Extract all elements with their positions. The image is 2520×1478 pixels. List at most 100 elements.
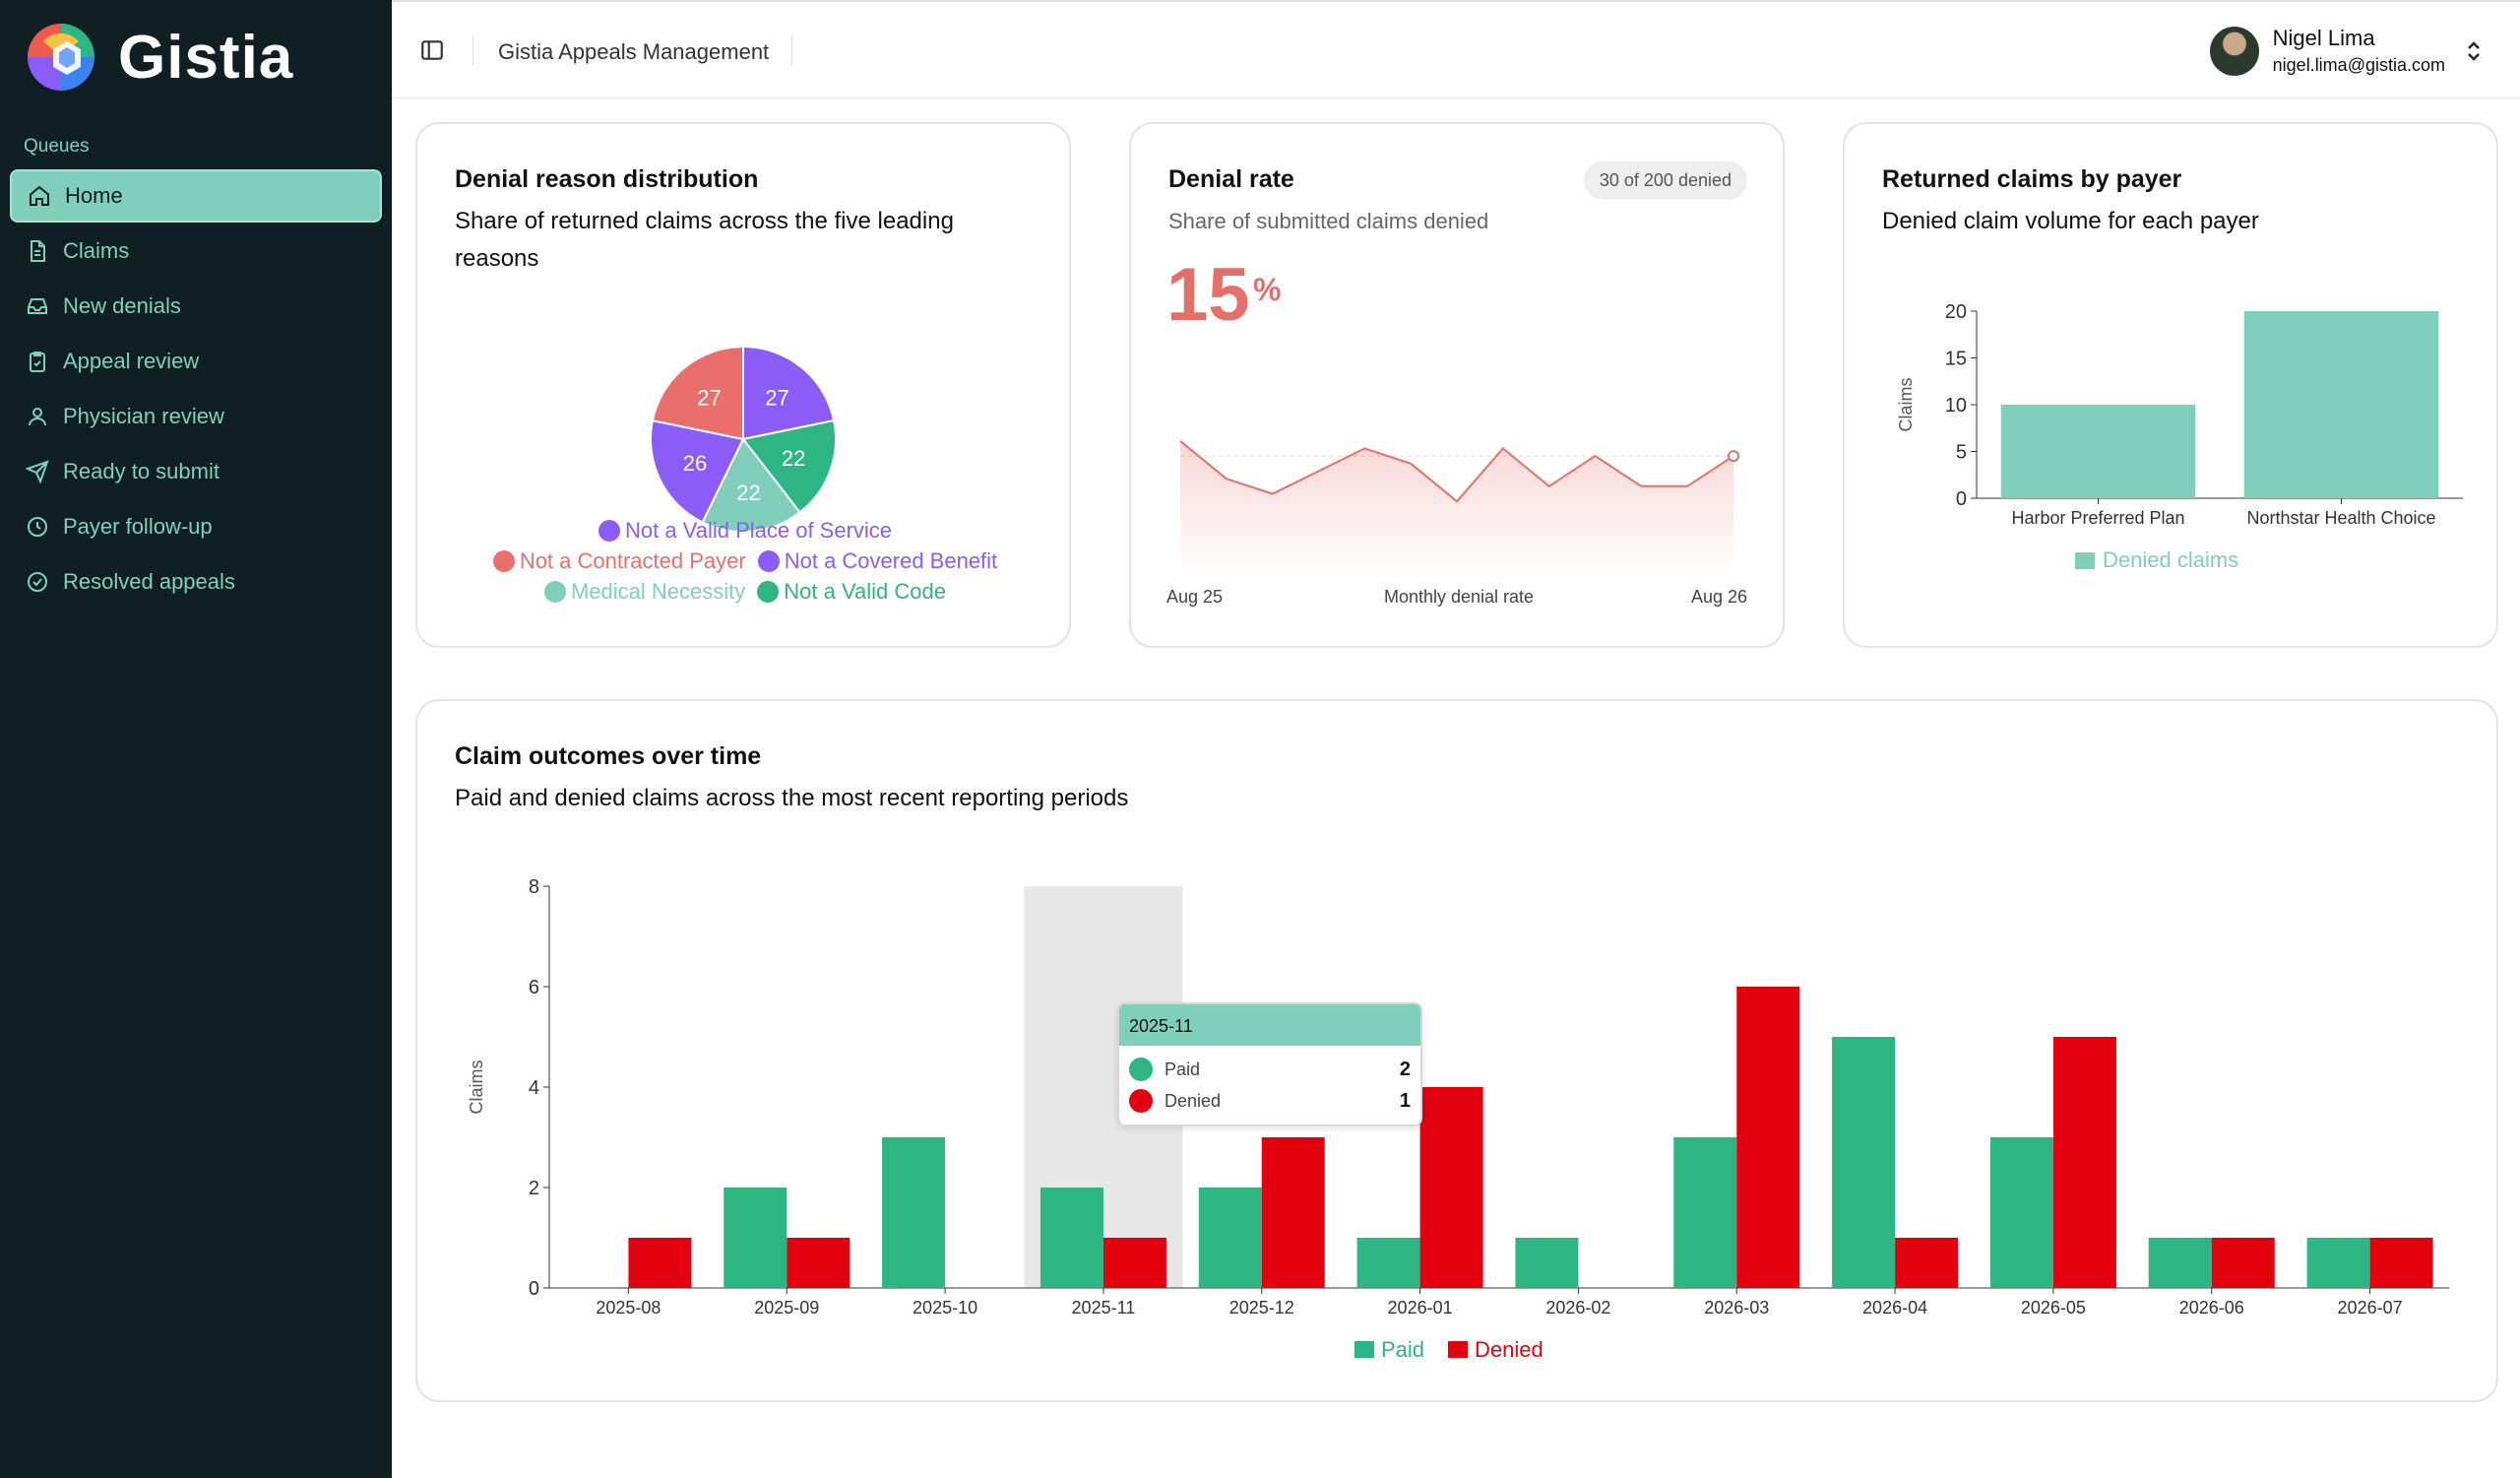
- pie-slice-label: 27: [765, 386, 788, 411]
- card-subtitle: Denied claim volume for each payer: [1882, 208, 2259, 234]
- x-tick-label: 2026-02: [1545, 1298, 1610, 1317]
- card-subtitle: Share of submitted claims denied: [1168, 209, 1489, 233]
- pie-slice: [701, 437, 801, 533]
- check-circle-icon: [28, 572, 47, 592]
- legend-row: Not a Valid Place of Service: [417, 518, 1073, 547]
- legend-label: Denied: [1475, 1337, 1544, 1362]
- top-header: Gistia Appeals Management Nigel Lima nig…: [392, 0, 2520, 98]
- bar-denied: [1261, 1137, 1325, 1288]
- brand-logo[interactable]: Gistia: [24, 18, 293, 96]
- avatar: [2209, 26, 2259, 76]
- user-menu[interactable]: Nigel Lima nigel.lima@gistia.com: [2209, 26, 2485, 76]
- sidebar-item-payer-follow-up[interactable]: Payer follow-up: [10, 500, 382, 553]
- pie-slice-label: 22: [782, 446, 805, 471]
- sidebar-item-appeal-review[interactable]: Appeal review: [10, 335, 382, 388]
- document-icon: [31, 240, 45, 262]
- sparkline-line: [1179, 440, 1734, 503]
- x-tick-label: 2026-04: [1862, 1298, 1927, 1317]
- bar-paid: [1198, 1188, 1262, 1288]
- y-tick-label: 10: [1945, 395, 1967, 417]
- sidebar-item-label: Claims: [63, 238, 130, 263]
- denied-dot-icon: [1129, 1089, 1153, 1113]
- legend-label: Not a Valid Place of Service: [624, 518, 893, 543]
- legend-swatch: [757, 581, 780, 603]
- pie-slice: [650, 418, 745, 524]
- brand-name: Gistia: [118, 23, 294, 92]
- denial-rate-unit: %: [1253, 272, 1282, 307]
- bar-paid: [2148, 1238, 2212, 1288]
- bar-paid: [1673, 1137, 1737, 1288]
- card-title: Denial reason distribution: [455, 165, 759, 193]
- claim-outcomes-card: Claim outcomes over time Paid and denied…: [415, 699, 2498, 1402]
- denial-rate-sparkline: [1179, 440, 1739, 577]
- queues-section-label: Queues: [24, 136, 90, 157]
- legend-item[interactable]: Not a Valid Place of Service: [598, 518, 892, 544]
- x-tick-label: Northstar Health Choice: [2246, 508, 2435, 528]
- sidebar-item-label: Ready to submit: [63, 459, 220, 483]
- bar-paid: [1040, 1188, 1103, 1288]
- legend-swatch: [757, 550, 780, 572]
- user-name: Nigel Lima: [2272, 26, 2375, 50]
- legend-item[interactable]: Medical Necessity: [544, 579, 745, 605]
- sidebar-item-ready-to-submit[interactable]: Ready to submit: [10, 445, 382, 498]
- x-tick-label: 2025-12: [1229, 1298, 1294, 1317]
- legend-item[interactable]: Not a Covered Benefit: [757, 548, 998, 574]
- sidebar-item-claims[interactable]: Claims: [10, 225, 382, 278]
- legend-row: Medical Necessity Not a Valid Code: [417, 579, 1073, 609]
- legend-item[interactable]: Not a Contracted Payer: [492, 548, 746, 574]
- chevron-up-down-icon: [2468, 40, 2480, 61]
- tooltip-label: Denied: [1165, 1090, 1222, 1111]
- pie-slice-label: 27: [697, 386, 721, 411]
- pie-slice: [651, 345, 744, 441]
- card-subtitle: Paid and denied claims across the most r…: [455, 785, 1129, 811]
- x-tick-label: Harbor Preferred Plan: [2011, 508, 2184, 528]
- returned-by-payer-card: Returned claims by payer Denied claim vo…: [1843, 122, 2498, 648]
- card-title: Denial rate: [1168, 165, 1294, 193]
- bar-denied: [2211, 1238, 2275, 1288]
- sidebar-item-home[interactable]: Home: [10, 169, 382, 223]
- bar-paid: [1989, 1137, 2053, 1288]
- legend-swatch: [598, 520, 620, 542]
- card-title: Returned claims by payer: [1882, 165, 2182, 193]
- bar-paid: [882, 1137, 946, 1288]
- denial-reason-card: Denial reason distribution Share of retu…: [415, 122, 1071, 648]
- legend-label: Not a Contracted Payer: [519, 548, 746, 573]
- bar: [2000, 405, 2196, 498]
- sidebar-item-label: Appeal review: [63, 349, 200, 373]
- pie-slice-label: 26: [683, 451, 707, 476]
- x-tick-label: 2025-08: [596, 1298, 661, 1317]
- bar-paid: [2306, 1238, 2370, 1288]
- legend-swatch: [2075, 552, 2095, 569]
- tooltip-value: 2: [1399, 1058, 1411, 1080]
- x-tick-label: 2026-03: [1704, 1298, 1769, 1317]
- y-axis-title: Claims: [1896, 377, 1916, 431]
- legend-label: Not a Covered Benefit: [784, 548, 998, 573]
- bar-paid: [724, 1188, 788, 1288]
- legend-item[interactable]: Not a Valid Code: [757, 579, 946, 605]
- bar-denied: [2369, 1238, 2433, 1288]
- sidebar-item-resolved-appeals[interactable]: Resolved appeals: [10, 555, 382, 609]
- clock-icon: [28, 517, 47, 537]
- sidebar-item-label: Resolved appeals: [63, 569, 235, 594]
- axis-start-label: Aug 25: [1166, 587, 1224, 607]
- tooltip-label: Paid: [1165, 1059, 1201, 1079]
- chart-tooltip: 2025-11 Paid 2 Denied 1: [1117, 1002, 1422, 1126]
- legend-swatch: [492, 550, 515, 572]
- bar-paid: [1356, 1238, 1420, 1288]
- user-info: Nigel Lima nigel.lima@gistia.com: [2273, 26, 2445, 76]
- sidebar-toggle-icon[interactable]: [419, 37, 445, 63]
- legend-label: Paid: [1381, 1337, 1424, 1362]
- axis-end-label: Aug 26: [1690, 587, 1747, 607]
- sparkline-area: [1180, 440, 1733, 577]
- y-axis-title: Claims: [467, 1060, 486, 1114]
- card-subtitle: Share of returned claims across the five…: [455, 208, 954, 272]
- bar-denied: [787, 1238, 850, 1288]
- sidebar-item-physician-review[interactable]: Physician review: [10, 390, 382, 443]
- bar-denied: [1102, 1238, 1166, 1288]
- x-tick-label: 2026-05: [2021, 1298, 2086, 1317]
- user-icon: [29, 408, 46, 426]
- paid-dot-icon: [1129, 1058, 1153, 1081]
- bar-denied: [1419, 1087, 1483, 1288]
- inbox-icon: [28, 298, 47, 314]
- sidebar-item-new-denials[interactable]: New denials: [10, 280, 382, 333]
